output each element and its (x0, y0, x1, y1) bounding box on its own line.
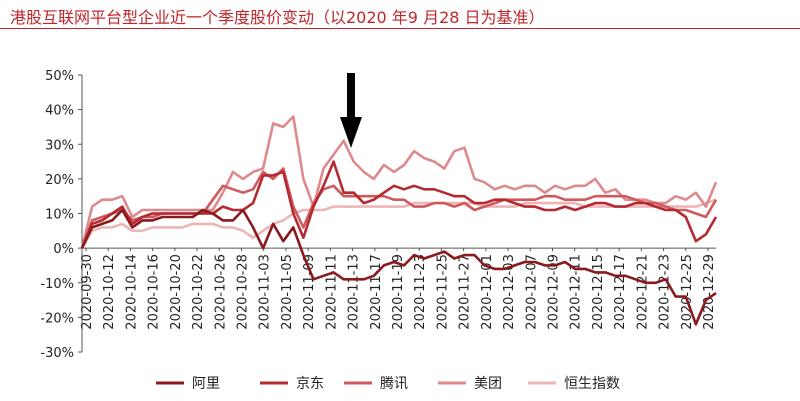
x-tick-label: 2020-12-17 (613, 254, 628, 330)
x-tick-label: 2020-10-22 (191, 254, 206, 330)
x-tick-label: 2020-11-03 (258, 254, 273, 330)
y-tick-label: 40% (45, 104, 74, 119)
x-tick-label: 2020-12-29 (702, 254, 717, 330)
x-tick-label: 2020-12-21 (635, 254, 650, 330)
x-tick-label: 2020-11-09 (302, 254, 317, 330)
y-tick-label: 20% (45, 173, 74, 188)
x-tick-label: 2020-11-13 (347, 254, 362, 330)
legend-label: 腾讯 (380, 375, 408, 392)
x-tick-label: 2020-12-11 (569, 254, 584, 330)
x-tick-label: 2020-12-23 (658, 254, 673, 330)
x-tick-label: 2020-12-09 (547, 254, 562, 330)
y-tick-label: 0% (53, 242, 74, 257)
x-tick-label: 2020-11-25 (435, 254, 450, 330)
x-tick-label: 2020-11-27 (458, 254, 473, 330)
series-line-2 (80, 167, 718, 249)
arrow-shaft (347, 73, 355, 119)
x-tick-label: 2020-10-28 (236, 254, 251, 330)
x-tick-label: 2020-10-26 (213, 254, 228, 330)
legend-label: 京东 (296, 376, 324, 392)
x-tick-label: 2020-10-16 (147, 254, 162, 330)
y-tick-label: -10% (40, 277, 74, 292)
x-tick-label: 2020-11-05 (280, 254, 295, 330)
chart-series (80, 115, 718, 326)
x-tick-label: 2020-11-11 (324, 254, 339, 330)
x-tick-label: 2020-09-30 (80, 254, 95, 330)
x-tick-label: 2020-11-17 (369, 254, 384, 330)
series-line-0 (80, 208, 717, 326)
legend-label: 恒生指数 (564, 376, 620, 392)
chart-axes: 50% 40% 30% 20% 10% 0% -10% -20% -30% 2020-09-30 2… (40, 69, 717, 361)
x-tick-label: 2020-10-20 (169, 254, 184, 330)
x-tick-label: 2020-12-03 (502, 254, 517, 330)
legend-label: 阿里 (192, 376, 220, 392)
series-line-1 (80, 160, 718, 249)
down-arrow-icon (340, 117, 362, 148)
x-tick-label: 2020-11-23 (413, 254, 428, 330)
x-tick-label: 2020-12-01 (480, 254, 495, 330)
chart-annotation (340, 73, 362, 148)
x-tick-label: 2020-10-12 (102, 254, 117, 330)
y-tick-label: -30% (40, 346, 74, 361)
x-tick-label: 2020-12-07 (524, 254, 539, 330)
x-tick-label: 2020-11-19 (391, 254, 406, 330)
y-tick-label: -20% (40, 311, 74, 326)
legend-label: 美团 (474, 376, 502, 392)
series-line-3 (80, 115, 718, 249)
y-tick-label: 10% (45, 208, 74, 223)
x-tick-label: 2020-10-14 (124, 254, 139, 330)
title-rule (0, 28, 800, 29)
y-tick-label: 50% (45, 69, 74, 84)
series-line-4 (80, 198, 717, 249)
page-title: 港股互联网平台型企业近一个季度股价变动（以2020 年9 月28 日为基准） (10, 8, 545, 27)
chart-legend: 阿里 京东 腾讯 美团 恒生指数 (156, 375, 620, 392)
y-tick-label: 30% (45, 138, 74, 153)
x-tick-label: 2020-12-15 (591, 254, 606, 330)
